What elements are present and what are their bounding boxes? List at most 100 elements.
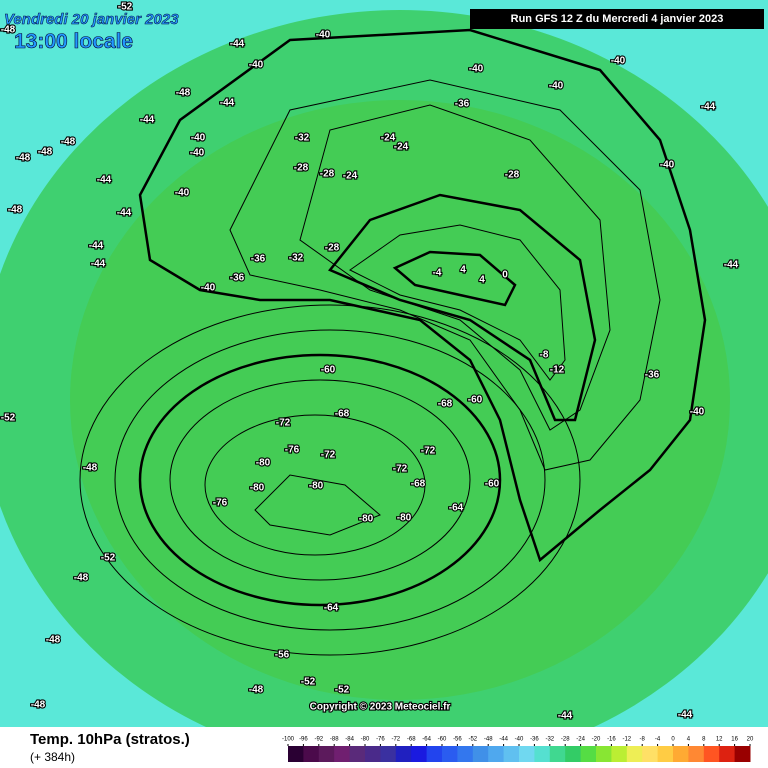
contour-label: -40 — [316, 30, 331, 41]
contour-label: -40 — [549, 81, 564, 92]
colorbar-swatch — [703, 746, 720, 762]
contour-label: -24 — [343, 171, 358, 182]
contour-label: -80 — [309, 481, 324, 492]
colorbar-swatch — [503, 746, 520, 762]
colorbar-swatch — [734, 746, 751, 762]
colorbar-label: -68 — [407, 737, 416, 743]
contour-label: -24 — [381, 133, 396, 144]
contour-label: -52 — [118, 2, 133, 13]
contour-label: -36 — [645, 370, 660, 381]
colorbar-swatch — [673, 746, 689, 762]
warm-region — [138, 28, 707, 563]
cold-72 — [169, 379, 471, 581]
contour-label: -48 — [46, 635, 61, 646]
contour-label: -40 — [175, 188, 190, 199]
contour-label: -60 — [468, 395, 483, 406]
colorbar-label: -52 — [468, 737, 477, 743]
colorbar-label: -96 — [299, 737, 308, 743]
colorbar-label: -44 — [499, 737, 508, 743]
colorbar-swatch — [719, 746, 736, 762]
contour-label: -40 — [611, 56, 626, 67]
colorbar-swatch — [442, 746, 458, 762]
zone-24 — [299, 104, 611, 431]
colorbar-label: -60 — [438, 737, 447, 743]
contour-label: -24 — [394, 142, 409, 153]
colorbar-label: -32 — [545, 737, 554, 743]
colorbar: -100 -96 -92 -88 -84 -80 -76 -72 -68 -64 -60 -56 -52… — [282, 737, 754, 762]
contour-label: -40 — [191, 133, 206, 144]
contour-labels: -52 -48 -44 -40 -40 -48 -44 -44 -40 -40 -48 -48 -48 -… — [0, 1, 740, 723]
green-area-inner — [70, 100, 730, 700]
contour-label: -68 — [438, 399, 453, 410]
contour-label: -48 — [83, 463, 98, 474]
colorbar-swatch — [688, 746, 705, 762]
cold-68 — [138, 353, 502, 607]
contour-label: -52 — [335, 685, 350, 696]
colorbar-swatch — [549, 746, 566, 762]
cold-80 — [254, 474, 381, 536]
colorbar-swatch — [488, 746, 505, 762]
colorbar-swatch — [596, 746, 612, 762]
contour-label: -44 — [558, 711, 573, 722]
contour-label: -48 — [74, 573, 89, 584]
colorbar-swatch — [626, 746, 643, 762]
contour-label: -28 — [505, 170, 520, 181]
contour-label: -56 — [275, 650, 290, 661]
colorbar-swatch — [580, 746, 597, 762]
contour-label: -44 — [117, 208, 132, 219]
contour-label: -72 — [276, 418, 291, 429]
contour-label: -48 — [8, 205, 23, 216]
date: Vendredi 20 janvier 2023 — [4, 11, 179, 28]
contour-label: -40 — [190, 148, 205, 159]
contour-label: -40 — [469, 64, 484, 75]
contour-label: -48 — [176, 88, 191, 99]
contour-label: -48 — [61, 137, 76, 148]
contour-label: -40 — [660, 160, 675, 171]
colorbar-swatch — [288, 746, 304, 762]
colorbar-label: -40 — [515, 737, 524, 743]
contour-label: -44 — [140, 115, 155, 126]
colorbar-swatch — [611, 746, 628, 762]
cold-64 — [114, 329, 546, 631]
contour-label: -48 — [1, 25, 16, 36]
colorbar-label: -16 — [607, 737, 616, 743]
zone-0 — [392, 250, 517, 307]
colorbar-label: -64 — [422, 737, 431, 743]
contour-label: -80 — [256, 458, 271, 469]
contour-label: -28 — [325, 243, 340, 254]
colorbar-swatch — [334, 746, 351, 762]
contour-label: -64 — [449, 503, 464, 514]
colorbar-label: -12 — [622, 737, 631, 743]
contour-label: -44 — [701, 102, 716, 113]
contour-label: -36 — [251, 254, 266, 265]
contour-label: -72 — [421, 446, 436, 457]
contour-label: -76 — [213, 498, 228, 509]
colorbar-label: -28 — [561, 737, 570, 743]
colorbar-label: -76 — [376, 737, 385, 743]
contour-label: -60 — [485, 479, 500, 490]
colorbar-label: 20 — [747, 737, 754, 743]
contour-label: -52 — [101, 553, 116, 564]
contour-label: 0 — [502, 270, 508, 281]
colorbar-swatch — [534, 746, 551, 762]
colorbar-label: -20 — [592, 737, 601, 743]
contour-label: -44 — [678, 710, 693, 721]
copyright: Copyright © 2023 Meteociel.fr — [310, 702, 451, 713]
colorbar-label: -80 — [361, 737, 370, 743]
colorbar-swatch — [303, 746, 320, 762]
colorbar-label: 0 — [671, 737, 675, 743]
colorbar-label: -92 — [314, 737, 323, 743]
contour-label: -76 — [285, 445, 300, 456]
colorbar-label: 4 — [687, 737, 691, 743]
colorbar-label: -48 — [484, 737, 493, 743]
colorbar-label: -88 — [330, 737, 339, 743]
contour-label: -44 — [230, 39, 245, 50]
contour-label: -28 — [320, 169, 335, 180]
colorbar-swatch — [642, 746, 659, 762]
contour-label: -28 — [294, 163, 309, 174]
colorbar-label: -8 — [640, 737, 646, 743]
contour-label: -40 — [690, 407, 705, 418]
colorbar-swatch — [318, 746, 335, 762]
contour-label: -36 — [230, 273, 245, 284]
footer-lead: (+ 384h) — [30, 750, 75, 764]
